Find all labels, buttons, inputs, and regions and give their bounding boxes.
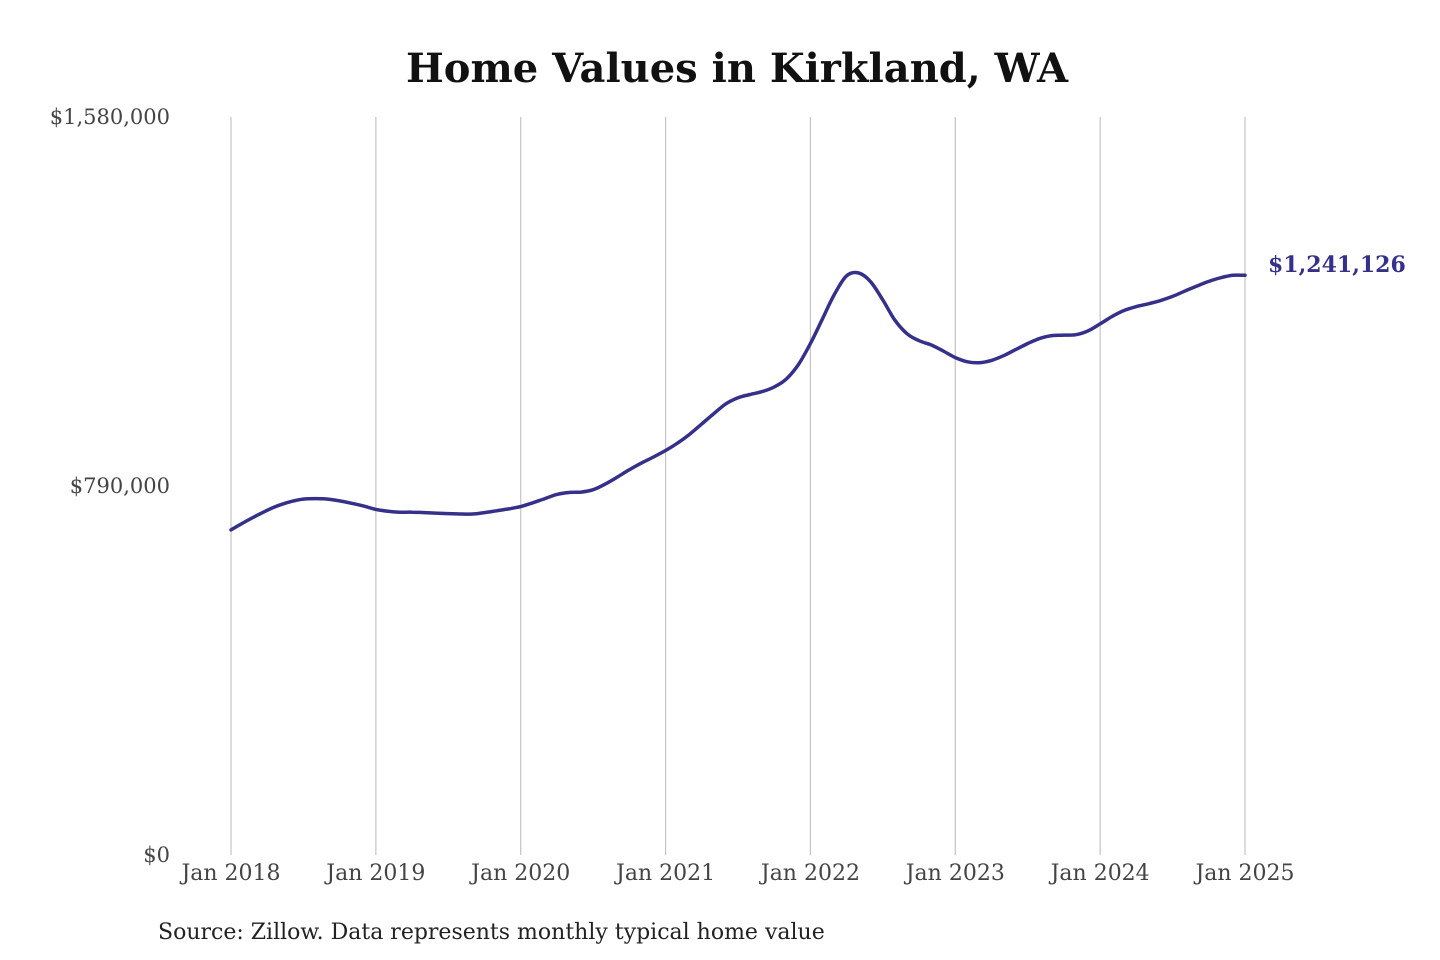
x-tick-label: Jan 2024 xyxy=(1049,861,1150,886)
x-axis-labels: Jan 2018 Jan 2019 Jan 2020 Jan 2021 Jan 2022… xyxy=(179,861,1294,886)
y-axis-labels: $0 $790,000 $1,580,000 xyxy=(50,105,170,867)
x-tick-label: Jan 2023 xyxy=(904,861,1005,886)
end-value-label: $1,241,126 xyxy=(1268,252,1406,278)
y-tick-label: $1,580,000 xyxy=(50,105,170,129)
y-tick-label: $0 xyxy=(143,843,170,867)
x-tick-label: Jan 2020 xyxy=(469,861,570,886)
x-tick-label: Jan 2021 xyxy=(614,861,715,886)
x-tick-label: Jan 2025 xyxy=(1193,861,1294,886)
chart-title: Home Values in Kirkland, WA xyxy=(406,45,1069,92)
x-tick-label: Jan 2018 xyxy=(179,861,280,886)
home-value-line xyxy=(229,270,1247,532)
source-note: Source: Zillow. Data represents monthly … xyxy=(158,920,825,945)
y-tick-label: $790,000 xyxy=(70,474,170,498)
gridlines xyxy=(230,117,1246,855)
x-tick-label: Jan 2022 xyxy=(759,861,860,886)
x-tick-label: Jan 2019 xyxy=(324,861,425,886)
